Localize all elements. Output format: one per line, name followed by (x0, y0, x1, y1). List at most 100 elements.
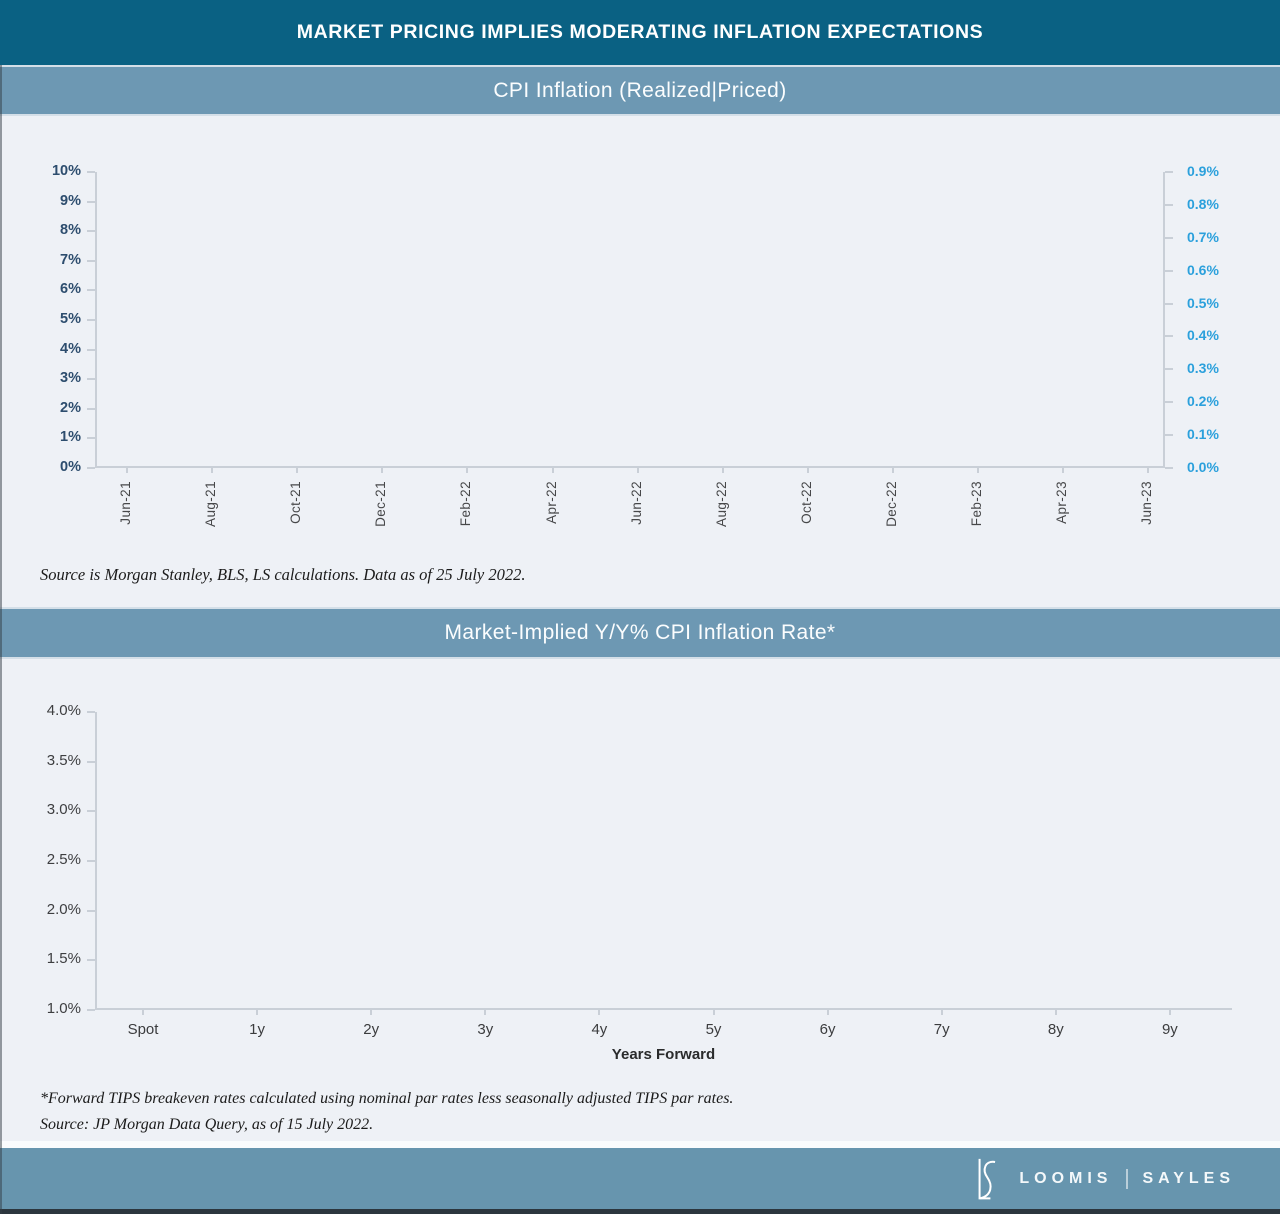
chart1-right-tick-mark (1165, 434, 1173, 437)
chart2-x-tick-mark (1168, 1010, 1171, 1015)
chart2-x-tick-mark (484, 1010, 487, 1015)
chart1-right-y-tick-label: 0.0% (1187, 459, 1219, 475)
pre-footer-strip (0, 1141, 1280, 1148)
brand-divider (1126, 1168, 1129, 1189)
chart2-x-tick-label: Spot (127, 1021, 159, 1038)
chart1-right-tick-mark (1165, 368, 1173, 371)
chart2-x-tick-label: 5y (705, 1021, 722, 1038)
chart1-left-tick-mark (87, 259, 95, 262)
chart2-y-tick-label: 1.5% (46, 950, 81, 968)
brand-loomis: LOOMIS (1019, 1169, 1113, 1187)
chart1-x-tick-label: Dec-22 (883, 481, 899, 527)
chart1-left-y-tick-label: 6% (60, 281, 81, 298)
chart2-x-tick-label: 8y (1047, 1021, 1064, 1038)
chart1-x-tick-mark (551, 468, 554, 473)
chart2-y-tick-label: 2.0% (46, 900, 81, 918)
chart2-footnote-line2: Source: JP Morgan Data Query, as of 15 J… (40, 1116, 374, 1133)
chart1-left-tick-mark (87, 407, 95, 410)
chart2-y-tick-mark (87, 760, 95, 763)
chart2-x-tick-mark (142, 1010, 144, 1015)
chart2-x-tick-mark (370, 1010, 373, 1015)
chart2-market-implied-cpi: Years Forward *Forward TIPS breakeven ra… (0, 659, 1280, 1141)
chart1-x-tick-label: Jun-23 (1139, 481, 1155, 525)
chart2-x-tick-label: 3y (477, 1021, 494, 1038)
chart1-x-tick-mark (126, 468, 128, 473)
chart1-x-tick-label: Apr-23 (1054, 481, 1070, 524)
brand-wordmark: LOOMIS SAYLES (1019, 1168, 1235, 1189)
brand-sayles: SAYLES (1142, 1169, 1235, 1187)
chart2-x-tick-label: 4y (591, 1021, 608, 1038)
footer-brand-bar: LOOMIS SAYLES (0, 1148, 1280, 1209)
chart1-left-tick-mark (87, 200, 95, 203)
left-edge-line (0, 65, 2, 1214)
chart1-left-tick-mark (87, 289, 95, 292)
chart2-y-tick-mark (87, 1009, 95, 1011)
chart1-left-tick-mark (87, 437, 95, 440)
chart1-left-tick-mark (87, 319, 95, 321)
chart1-left-tick-mark (87, 467, 95, 469)
chart1-plot-area (95, 172, 1165, 468)
chart1-right-y-tick-label: 0.4% (1187, 327, 1219, 344)
bottom-edge-bar (0, 1209, 1280, 1214)
chart1-x-tick-label: Jun-22 (628, 481, 644, 525)
chart2-x-tick-mark (598, 1010, 601, 1015)
chart1-title-band: CPI Inflation (Realized|Priced) (0, 65, 1280, 116)
chart1-right-y-tick-label: 0.9% (1187, 163, 1219, 179)
chart1-right-y-tick-label: 0.8% (1187, 195, 1219, 212)
chart1-x-tick-label: Aug-22 (713, 481, 729, 527)
chart1-x-tick-mark (1147, 468, 1150, 473)
header-banner: MARKET PRICING IMPLIES MODERATING INFLAT… (0, 0, 1280, 65)
chart2-footnote-line1: *Forward TIPS breakeven rates calculated… (40, 1090, 734, 1107)
chart2-title: Market-Implied Y/Y% CPI Inflation Rate* (444, 621, 836, 644)
chart2-x-tick-label: 9y (1161, 1021, 1178, 1038)
chart2-y-tick-mark (87, 711, 95, 713)
chart2-x-tick-mark (712, 1010, 715, 1015)
chart1-left-y-tick-label: 3% (60, 370, 81, 387)
chart2-x-tick-mark (940, 1010, 943, 1015)
chart1-x-tick-mark (977, 468, 979, 473)
chart1-left-y-tick-label: 5% (60, 311, 81, 327)
chart2-x-tick-mark (256, 1010, 259, 1015)
ls-monogram-icon (978, 1158, 996, 1199)
chart1-x-tick-mark (296, 468, 299, 473)
chart1-right-tick-mark (1165, 203, 1173, 206)
chart1-right-y-tick-label: 0.1% (1187, 426, 1219, 443)
chart1-left-tick-mark (87, 171, 95, 173)
chart2-y-tick-label: 4.0% (46, 702, 81, 719)
chart1-left-tick-mark (87, 378, 95, 381)
chart1-x-tick-mark (806, 468, 809, 473)
chart1-source-note: Source is Morgan Stanley, BLS, LS calcul… (40, 565, 526, 584)
chart1-title: CPI Inflation (Realized|Priced) (493, 78, 787, 102)
chart2-title-band: Market-Implied Y/Y% CPI Inflation Rate* (0, 607, 1280, 659)
chart1-right-y-tick-label: 0.7% (1187, 228, 1219, 245)
chart1-x-tick-mark (466, 468, 469, 473)
chart1-x-tick-label: Aug-21 (203, 481, 219, 527)
chart2-x-tick-mark (826, 1010, 829, 1015)
chart1-left-tick-mark (87, 230, 95, 233)
chart1-right-tick-mark (1165, 302, 1173, 305)
chart1-right-y-tick-label: 0.3% (1187, 360, 1219, 377)
chart2-x-tick-label: 6y (819, 1021, 836, 1038)
chart1-left-y-tick-label: 7% (60, 251, 81, 268)
chart1-x-tick-mark (721, 468, 724, 473)
chart1-left-y-tick-label: 2% (60, 399, 81, 416)
chart2-y-tick-label: 3.0% (46, 801, 81, 819)
chart1-x-tick-label: Oct-22 (798, 481, 814, 524)
chart2-x-axis-title: Years Forward (611, 1046, 716, 1063)
chart1-x-tick-label: Oct-21 (288, 481, 304, 524)
page-title: MARKET PRICING IMPLIES MODERATING INFLAT… (296, 21, 984, 43)
chart2-y-tick-mark (87, 860, 95, 862)
chart2-y-tick-mark (87, 959, 95, 962)
chart1-right-tick-mark (1165, 335, 1173, 338)
chart1-left-y-tick-label: 1% (60, 429, 81, 446)
chart1-right-y-tick-label: 0.2% (1187, 393, 1219, 410)
chart1-x-tick-mark (1062, 468, 1065, 473)
chart1-left-tick-mark (87, 348, 95, 351)
chart1-left-y-tick-label: 8% (60, 222, 81, 239)
chart1-cpi-inflation: Source is Morgan Stanley, BLS, LS calcul… (0, 116, 1280, 607)
chart1-right-tick-mark (1165, 401, 1173, 404)
chart1-left-y-tick-label: 10% (51, 163, 81, 179)
chart2-plot-area (95, 712, 1232, 1010)
chart2-x-tick-label: 7y (933, 1021, 950, 1038)
chart1-right-y-tick-label: 0.5% (1187, 294, 1219, 311)
